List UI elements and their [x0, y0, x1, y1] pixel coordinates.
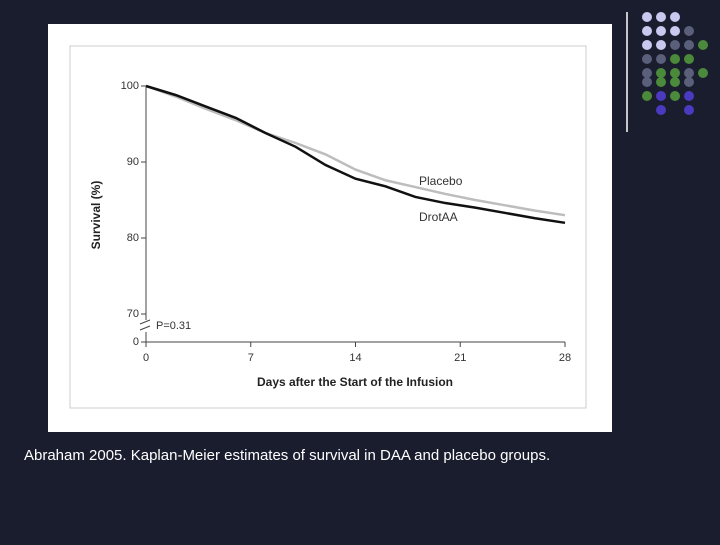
- dot-decoration: [642, 12, 708, 115]
- series-label: DrotAA: [419, 210, 458, 224]
- y-tick-label: 100: [121, 80, 139, 92]
- chart-background: [48, 24, 612, 432]
- series-label: Placebo: [419, 174, 463, 188]
- y-tick-label: 80: [127, 232, 139, 244]
- series-line: [145, 84, 566, 225]
- chart-frame: [69, 45, 587, 409]
- x-tick-label: 28: [559, 352, 571, 364]
- y-tick-label: 90: [127, 156, 139, 168]
- x-tick-label: 7: [248, 352, 254, 364]
- x-axis-label: Days after the Start of the Infusion: [257, 375, 453, 389]
- annotation: P=0.31: [156, 320, 191, 332]
- x-tick-label: 14: [349, 352, 361, 364]
- series-line: [145, 84, 566, 217]
- caption: Abraham 2005. Kaplan-Meier estimates of …: [24, 447, 550, 464]
- x-tick-label: 0: [143, 352, 149, 364]
- x-tick-label: 21: [454, 352, 466, 364]
- axis-break: [139, 319, 151, 331]
- y-axis-label: Survival (%): [89, 181, 103, 250]
- y-tick-label: 70: [127, 308, 139, 320]
- y-tick-label: 0: [133, 336, 139, 348]
